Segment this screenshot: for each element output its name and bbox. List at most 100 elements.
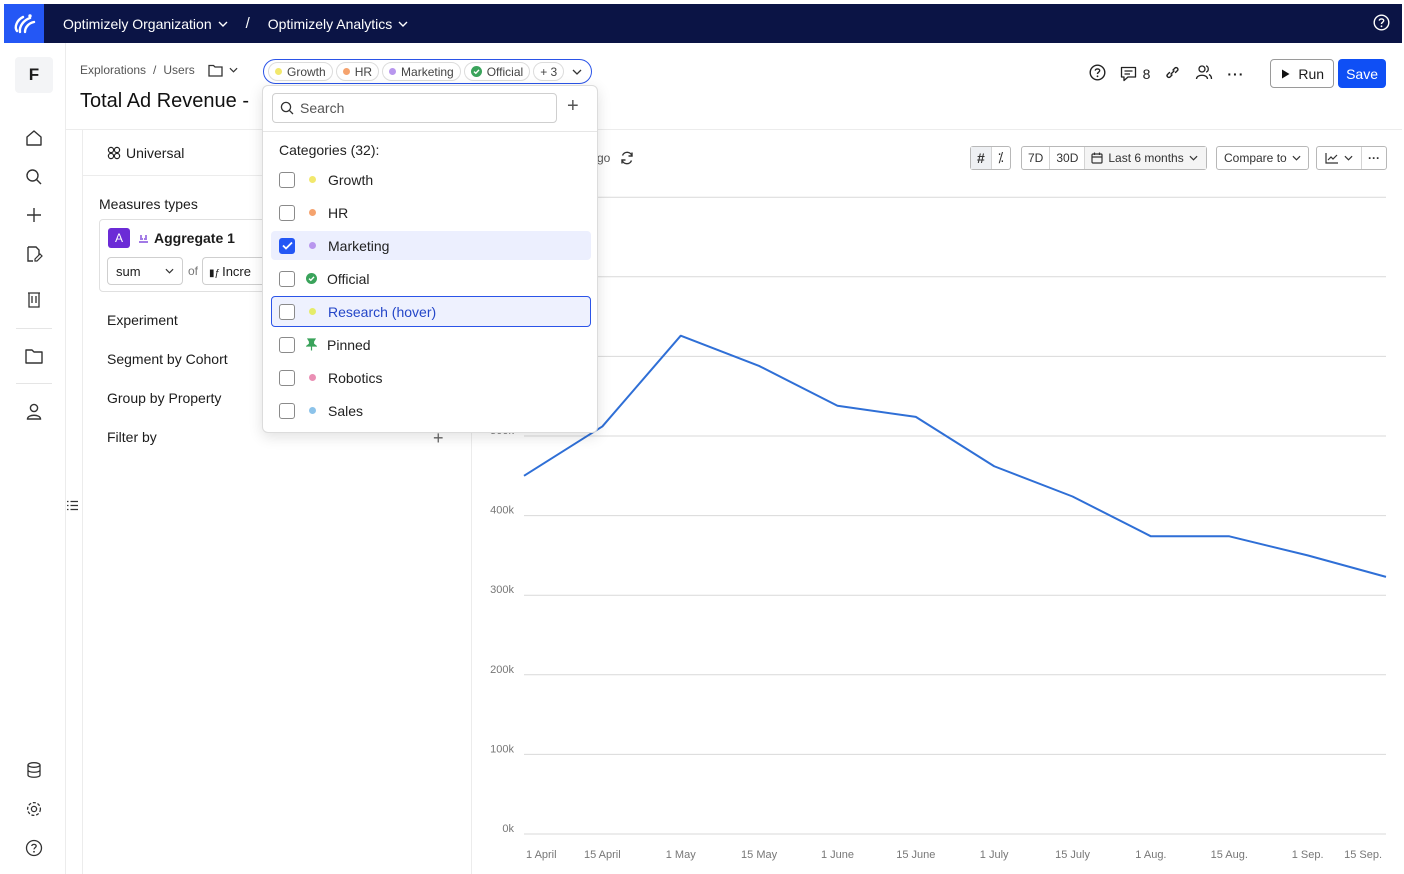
folder-icon[interactable] [208, 64, 238, 77]
category-search-input[interactable]: Search [272, 93, 557, 123]
value-format-toggle: # ⁒ [970, 146, 1011, 170]
breadcrumb-separator: / [153, 63, 157, 77]
breadcrumb: Explorations / Users [80, 63, 238, 77]
chart-type-toolbar: ··· [1316, 146, 1387, 170]
run-button[interactable]: Run [1270, 59, 1335, 88]
category-checkbox-checked[interactable] [279, 237, 295, 254]
play-icon [1282, 69, 1290, 78]
section-group-by-property[interactable]: Group by Property [107, 390, 222, 406]
number-format-button[interactable]: # [971, 147, 992, 169]
chart-more-options-icon[interactable]: ··· [1368, 151, 1380, 165]
universal-tab[interactable]: Universal [107, 145, 184, 161]
add-category-button[interactable]: + [567, 95, 579, 117]
category-label: Sales [328, 402, 364, 419]
category-option-growth[interactable]: Growth [271, 165, 591, 194]
help-icon[interactable] [1089, 63, 1106, 84]
category-checkbox[interactable] [279, 204, 295, 221]
experiment-icon[interactable] [24, 290, 44, 310]
x-tick-label: 1 June [821, 849, 854, 861]
workspace-avatar[interactable]: F [15, 57, 53, 93]
breadcrumb-users[interactable]: Users [163, 63, 195, 77]
percent-format-button[interactable]: ⁒ [997, 150, 1004, 165]
link-icon[interactable] [1164, 64, 1181, 84]
search-icon[interactable] [24, 167, 44, 187]
category-checkbox[interactable] [279, 336, 295, 353]
section-filter-by[interactable]: Filter by [107, 429, 157, 445]
tag-more-count[interactable]: + 3 [533, 62, 565, 81]
category-option-pinned[interactable]: Pinned [271, 330, 591, 359]
category-option-sales[interactable]: Sales [271, 396, 591, 425]
app-switcher[interactable]: Optimizely Analytics [268, 16, 408, 32]
user-icon[interactable] [24, 401, 44, 421]
section-experiment[interactable]: Experiment [107, 312, 178, 328]
org-switcher[interactable]: Optimizely Organization [63, 16, 228, 32]
left-rail: F [4, 43, 66, 874]
comments-count: 8 [1142, 65, 1151, 82]
compare-to-select[interactable]: Compare to [1216, 146, 1309, 170]
marketing-dot-icon [389, 68, 397, 75]
compare-to-label: Compare to [1224, 151, 1287, 165]
add-icon[interactable] [24, 205, 44, 225]
aggregate-function-select[interactable]: sum [107, 257, 183, 285]
universal-icon [107, 146, 121, 160]
optimizely-logo[interactable] [4, 4, 44, 43]
tag-official: Official [463, 62, 531, 81]
tag-label: Growth [287, 64, 326, 79]
category-option-research[interactable]: Research (hover) [271, 296, 591, 327]
refresh-status: go [597, 151, 634, 165]
date-range-select[interactable]: Last 6 months [1085, 147, 1206, 169]
calendar-icon [1091, 152, 1103, 164]
panel-divider [83, 175, 263, 176]
chevron-down-icon [165, 268, 174, 274]
aggregate-name[interactable]: Aggregate 1 [138, 230, 235, 246]
category-checkbox[interactable] [279, 270, 295, 287]
category-checkbox[interactable] [279, 369, 295, 386]
database-icon[interactable] [24, 760, 44, 780]
y-tick-label: 100k [490, 743, 514, 755]
category-label: HR [328, 204, 349, 221]
category-checkbox[interactable] [279, 402, 295, 419]
share-users-icon[interactable] [1195, 64, 1213, 83]
category-option-marketing[interactable]: Marketing [271, 231, 591, 260]
category-option-robotics[interactable]: Robotics [271, 363, 591, 392]
home-icon[interactable] [24, 128, 44, 148]
category-checkbox[interactable] [279, 171, 295, 188]
category-option-hr[interactable]: HR [271, 198, 591, 227]
list-toggle-icon[interactable] [66, 498, 79, 516]
y-tick-label: 0k [502, 823, 514, 835]
settings-gear-icon[interactable] [24, 799, 44, 819]
folder-icon[interactable] [24, 346, 44, 366]
breadcrumb-explorations[interactable]: Explorations [80, 63, 147, 77]
aggregate-metric-select[interactable]: ▮ƒ Incre [202, 257, 268, 285]
section-segment-by-cohort[interactable]: Segment by Cohort [107, 351, 228, 367]
exploration-header: Explorations / Users Total Ad Revenue - … [66, 43, 1402, 130]
search-icon [280, 101, 294, 115]
chevron-down-icon[interactable] [570, 65, 584, 79]
edit-document-icon[interactable] [24, 244, 44, 264]
dot-icon [308, 407, 316, 415]
y-tick-label: 300k [490, 584, 514, 596]
tag-label: HR [354, 64, 373, 79]
check-circle-icon [306, 273, 317, 284]
comments-button[interactable]: 8 [1120, 65, 1151, 82]
refresh-icon[interactable] [620, 151, 634, 165]
save-button[interactable]: Save [1338, 59, 1386, 88]
compare-to-field: Compare to [1217, 147, 1308, 169]
category-tags-selector[interactable]: Growth HR Marketing Official + 3 [263, 59, 593, 84]
more-options-icon[interactable]: ··· [1227, 65, 1245, 82]
comment-icon [1120, 66, 1136, 81]
range-7d-button[interactable]: 7D [1022, 147, 1051, 169]
of-label: of [188, 264, 199, 278]
category-checkbox[interactable] [279, 303, 295, 320]
chart-type-select[interactable] [1317, 147, 1362, 169]
category-option-official[interactable]: Official [271, 264, 591, 293]
series-line [523, 334, 1387, 578]
help-icon[interactable] [1373, 14, 1390, 36]
help-circle-icon[interactable] [24, 838, 44, 858]
line-chart-icon [1325, 153, 1338, 164]
aggregate-function-value: sum [116, 263, 141, 279]
range-30d-button[interactable]: 30D [1050, 147, 1086, 169]
add-filter-icon[interactable]: + [433, 428, 444, 448]
universal-label: Universal [126, 145, 185, 161]
page-title[interactable]: Total Ad Revenue - [80, 90, 249, 112]
